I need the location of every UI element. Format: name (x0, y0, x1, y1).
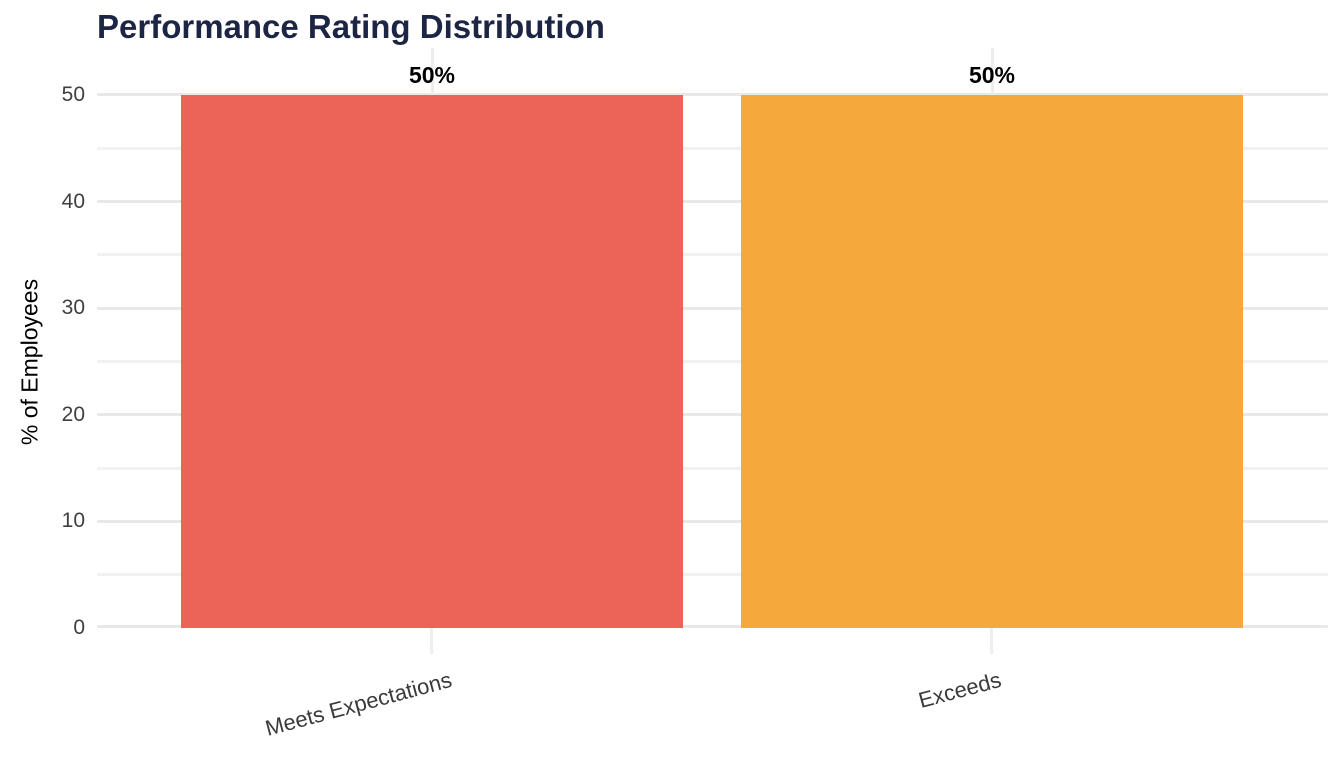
gridline-major (97, 200, 1328, 203)
y-axis-title: % of Employees (16, 278, 43, 446)
bar-value-label: 50% (968, 62, 1016, 88)
bar-value-label: 50% (408, 62, 456, 88)
x-axis-tick (990, 628, 993, 654)
x-category-label-meets-expectations: Meets Expectations (262, 667, 455, 741)
x-category-label-exceeds: Exceeds (915, 667, 1004, 713)
y-tick-label: 20 (61, 403, 85, 426)
y-tick-label: 0 (73, 616, 85, 639)
gridline-major (97, 93, 1328, 96)
gridline-minor (97, 253, 1328, 256)
y-tick-label: 40 (61, 190, 85, 213)
bar-meets-expectations (181, 95, 683, 628)
gridline-minor (97, 573, 1328, 576)
bar-exceeds (741, 95, 1243, 628)
y-tick-label: 30 (61, 296, 85, 319)
x-axis-tick (430, 628, 433, 654)
gridline-major (97, 625, 1328, 628)
gridline-minor (97, 147, 1328, 150)
gridline-major (97, 307, 1328, 310)
gridline-minor (97, 467, 1328, 470)
gridline-minor (97, 360, 1328, 363)
y-tick-label: 10 (61, 509, 85, 532)
plot-area: 50% 50% (97, 48, 1328, 628)
gridline-major (97, 413, 1328, 416)
gridline-major (97, 520, 1328, 523)
y-tick-label: 50 (61, 83, 85, 106)
chart-title: Performance Rating Distribution (97, 8, 605, 45)
